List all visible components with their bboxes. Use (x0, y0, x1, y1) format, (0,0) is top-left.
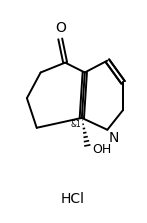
Text: N: N (108, 131, 119, 145)
Text: &1: &1 (70, 120, 81, 129)
Text: HCl: HCl (61, 192, 85, 206)
Text: OH: OH (92, 143, 111, 156)
Text: O: O (55, 21, 66, 35)
